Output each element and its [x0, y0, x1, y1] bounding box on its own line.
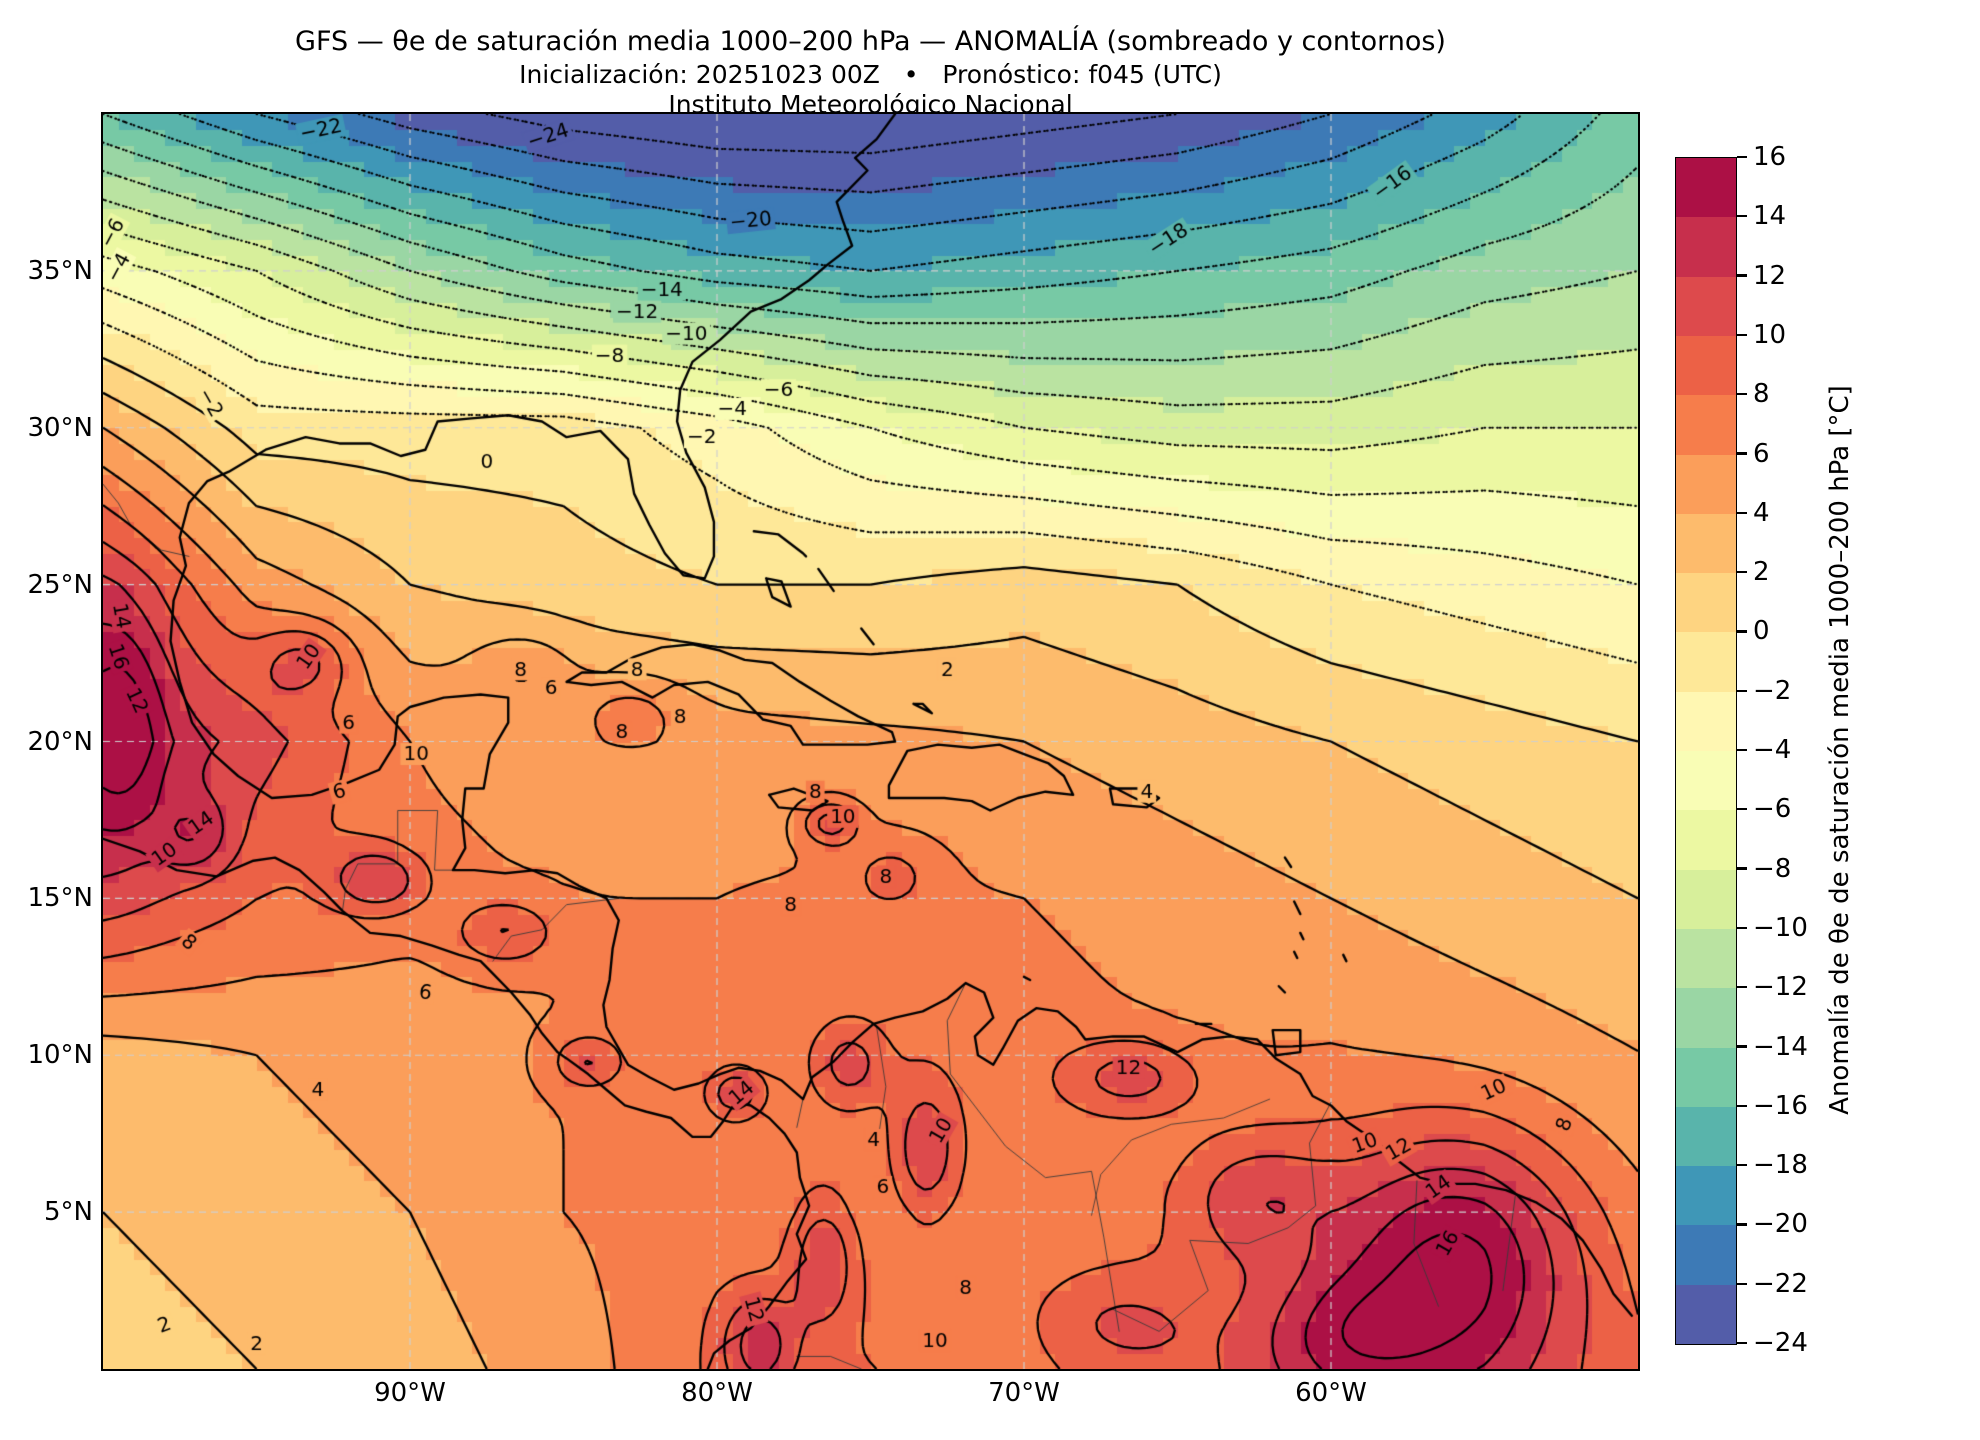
colorbar-tick-label: 14: [1753, 201, 1787, 232]
lat-tick-label: 10°N: [27, 1040, 93, 1071]
colorbar-band: [1676, 632, 1736, 693]
colorbar-tickmark: [1737, 1223, 1747, 1226]
colorbar-band: [1676, 454, 1736, 515]
colorbar-band: [1676, 691, 1736, 752]
lat-tick-label: 35°N: [27, 255, 93, 286]
colorbar-tickmark: [1737, 986, 1747, 989]
colorbar-band: [1676, 1106, 1736, 1167]
colorbar-tickmark: [1737, 926, 1747, 930]
colorbar-tickmark: [1737, 511, 1747, 514]
lat-tick-label: 20°N: [27, 726, 93, 757]
lon-tick-label: 70°W: [988, 1378, 1060, 1408]
colorbar-tickmark: [1737, 1282, 1747, 1285]
colorbar-band: [1676, 395, 1736, 455]
colorbar-band: [1676, 810, 1736, 871]
colorbar: [1675, 157, 1737, 1345]
colorbar-tick-label: −6: [1753, 794, 1792, 825]
figure-title: GFS — θe de saturación media 1000–200 hP…: [295, 26, 1446, 57]
colorbar-tick-label: 0: [1753, 616, 1770, 647]
colorbar-tick-label: 8: [1753, 379, 1770, 410]
colorbar-tickmark: [1737, 333, 1747, 337]
lon-tick-label: 60°W: [1295, 1378, 1367, 1408]
colorbar-tick-label: 4: [1753, 497, 1770, 528]
colorbar-tickmark: [1737, 452, 1747, 455]
colorbar-band: [1676, 988, 1736, 1048]
colorbar-band: [1676, 573, 1736, 633]
colorbar-band: [1676, 869, 1736, 930]
colorbar-tick-label: −10: [1753, 912, 1808, 943]
lat-tick-label: 15°N: [27, 883, 93, 914]
colorbar-band: [1676, 1225, 1736, 1286]
colorbar-tick-label: −20: [1753, 1209, 1808, 1240]
colorbar-tick-label: 2: [1753, 557, 1770, 588]
colorbar-band: [1676, 217, 1736, 278]
colorbar-tick-label: −4: [1753, 735, 1792, 765]
colorbar-band: [1676, 335, 1736, 396]
colorbar-tickmark: [1737, 630, 1747, 633]
colorbar-tickmark: [1737, 215, 1747, 218]
colorbar-tick-label: −24: [1753, 1328, 1808, 1358]
colorbar-tickmark: [1737, 393, 1747, 396]
map-frame: [101, 112, 1640, 1371]
colorbar-tick-label: −18: [1753, 1150, 1808, 1181]
colorbar-tick-label: 12: [1753, 260, 1787, 291]
colorbar-band: [1676, 276, 1736, 337]
colorbar-tickmark: [1737, 1163, 1747, 1167]
anomaly-map-canvas: [103, 114, 1638, 1369]
colorbar-band: [1676, 928, 1736, 989]
colorbar-tickmark: [1737, 155, 1747, 159]
colorbar-tick-label: −16: [1753, 1090, 1808, 1121]
lat-tick-label: 30°N: [27, 412, 93, 443]
colorbar-tickmark: [1737, 570, 1747, 574]
colorbar-tickmark: [1737, 689, 1747, 692]
colorbar-tick-label: −2: [1753, 675, 1792, 706]
colorbar-tick-label: 16: [1753, 142, 1787, 172]
colorbar-tickmark: [1737, 1045, 1747, 1048]
colorbar-axis-label: Anomalía de θe de saturación media 1000–…: [1825, 385, 1855, 1115]
lon-tick-label: 80°W: [681, 1378, 753, 1408]
colorbar-band: [1676, 1047, 1736, 1108]
lat-tick-label: 25°N: [27, 569, 93, 600]
colorbar-tickmark: [1737, 1341, 1747, 1345]
colorbar-band: [1676, 751, 1736, 811]
colorbar-band: [1676, 1166, 1736, 1226]
colorbar-band: [1676, 513, 1736, 574]
colorbar-band: [1676, 1284, 1736, 1345]
colorbar-tickmark: [1737, 274, 1747, 277]
colorbar-tick-label: −14: [1753, 1031, 1808, 1062]
figure-subtitle-run-info: Inicialización: 20251023 00Z • Pronóstic…: [519, 60, 1222, 89]
colorbar-tick-label: −12: [1753, 972, 1808, 1003]
colorbar-tick-label: 10: [1753, 319, 1787, 350]
colorbar-tickmark: [1737, 748, 1747, 752]
colorbar-tick-label: −22: [1753, 1268, 1808, 1299]
lat-tick-label: 5°N: [44, 1197, 93, 1228]
colorbar-tickmark: [1737, 867, 1747, 870]
lon-tick-label: 90°W: [374, 1378, 446, 1408]
colorbar-tick-label: −8: [1753, 853, 1792, 884]
colorbar-tick-label: 6: [1753, 438, 1770, 469]
colorbar-tickmark: [1737, 1104, 1747, 1107]
colorbar-band: [1676, 158, 1736, 218]
colorbar-tickmark: [1737, 808, 1747, 811]
